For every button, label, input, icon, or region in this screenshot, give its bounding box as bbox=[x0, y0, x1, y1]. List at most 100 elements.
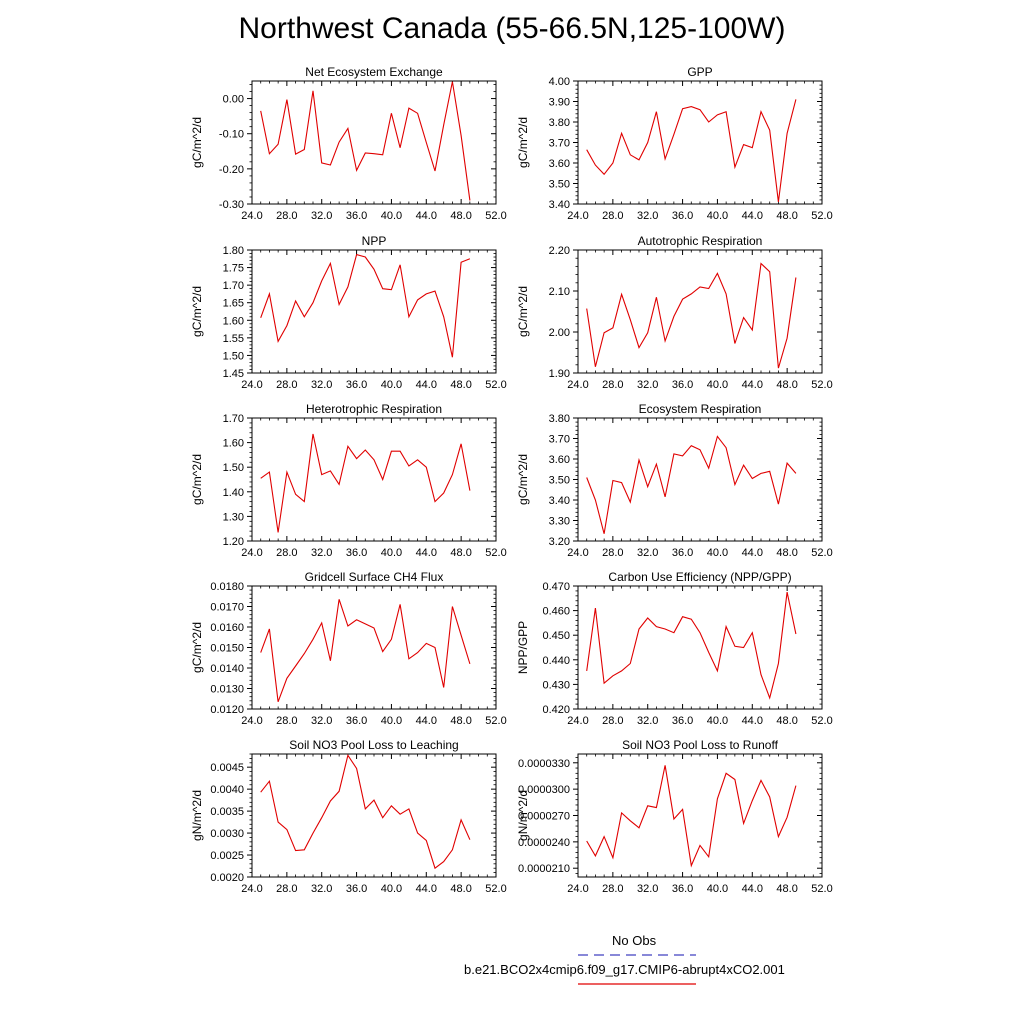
x-tick-label: 52.0 bbox=[811, 547, 832, 559]
y-tick-label: 0.0000210 bbox=[518, 863, 570, 875]
x-tick-label: 36.0 bbox=[672, 379, 693, 391]
x-tick-label: 40.0 bbox=[707, 715, 728, 727]
panel-title: Heterotrophic Respiration bbox=[306, 402, 442, 416]
panel-title: Net Ecosystem Exchange bbox=[305, 65, 443, 79]
y-axis-label: gC/m^2/d bbox=[190, 454, 204, 505]
y-tick-label: 1.20 bbox=[223, 536, 244, 548]
x-tick-label: 48.0 bbox=[776, 715, 797, 727]
y-tick-label: 3.70 bbox=[549, 138, 570, 150]
panel-title: GPP bbox=[687, 65, 712, 79]
y-tick-label: 0.470 bbox=[542, 581, 570, 593]
y-tick-label: 0.0160 bbox=[210, 622, 244, 634]
x-tick-label: 36.0 bbox=[346, 547, 367, 559]
chart-panel-8: Carbon Use Efficiency (NPP/GPP) NPP/GPP 24… bbox=[516, 570, 833, 727]
y-tick-label: 3.30 bbox=[549, 516, 570, 528]
x-tick-label: 52.0 bbox=[485, 883, 506, 895]
x-tick-label: 24.0 bbox=[241, 379, 262, 391]
series-line-1 bbox=[586, 435, 797, 534]
y-tick-label: 0.0130 bbox=[210, 684, 244, 696]
y-tick-label: 1.60 bbox=[223, 438, 244, 450]
plot-frame bbox=[251, 585, 497, 710]
panel-title: Gridcell Surface CH4 Flux bbox=[305, 570, 444, 584]
y-tick-label: 0.0170 bbox=[210, 602, 244, 614]
x-tick-label: 44.0 bbox=[742, 547, 763, 559]
x-tick-label: 44.0 bbox=[416, 883, 437, 895]
y-tick-label: 0.0000300 bbox=[518, 784, 570, 796]
y-tick-label: 0.0000330 bbox=[518, 758, 570, 770]
plot-frame bbox=[251, 753, 497, 878]
x-tick-label: 36.0 bbox=[672, 715, 693, 727]
x-tick-label: 48.0 bbox=[450, 379, 471, 391]
y-tick-label: 1.80 bbox=[223, 245, 244, 257]
chart-panel-2: GPP gC/m^2/d 24.0 28.0 32.0 36.0 40.0 44.0 48.0 5… bbox=[516, 65, 833, 222]
x-tick-label: 28.0 bbox=[602, 210, 623, 222]
y-tick-label: 1.40 bbox=[223, 487, 244, 499]
x-tick-label: 24.0 bbox=[567, 210, 588, 222]
x-tick-label: 52.0 bbox=[485, 379, 506, 391]
x-tick-label: 32.0 bbox=[311, 547, 332, 559]
plot-frame bbox=[577, 417, 823, 542]
y-tick-label: 1.70 bbox=[223, 280, 244, 292]
x-tick-label: 28.0 bbox=[276, 883, 297, 895]
x-tick-label: 28.0 bbox=[276, 547, 297, 559]
y-tick-label: -0.20 bbox=[219, 164, 244, 176]
y-tick-label: 0.0150 bbox=[210, 643, 244, 655]
y-tick-label: 3.40 bbox=[549, 495, 570, 507]
y-tick-label: 1.90 bbox=[549, 368, 570, 380]
x-tick-label: 40.0 bbox=[707, 883, 728, 895]
x-tick-label: 24.0 bbox=[241, 547, 262, 559]
x-tick-label: 48.0 bbox=[776, 210, 797, 222]
y-tick-label: 0.0120 bbox=[210, 704, 244, 716]
y-axis-label: gN/m^2/d bbox=[516, 790, 530, 841]
x-tick-label: 40.0 bbox=[707, 379, 728, 391]
y-tick-label: 3.70 bbox=[549, 434, 570, 446]
x-tick-label: 24.0 bbox=[241, 715, 262, 727]
plot-frame bbox=[577, 249, 823, 374]
plot-frame bbox=[251, 417, 497, 542]
x-tick-label: 32.0 bbox=[637, 210, 658, 222]
y-tick-label: 0.430 bbox=[542, 679, 570, 691]
panel-title: Soil NO3 Pool Loss to Leaching bbox=[289, 738, 458, 752]
x-tick-label: 44.0 bbox=[416, 715, 437, 727]
y-tick-label: 2.10 bbox=[549, 286, 570, 298]
x-tick-label: 52.0 bbox=[811, 883, 832, 895]
x-tick-label: 24.0 bbox=[567, 547, 588, 559]
y-tick-label: 3.40 bbox=[549, 199, 570, 211]
y-tick-label: 3.20 bbox=[549, 536, 570, 548]
panel-title: NPP bbox=[362, 234, 387, 248]
y-axis-label: NPP/GPP bbox=[516, 621, 530, 674]
chart-panel-10: Soil NO3 Pool Loss to Runoff gN/m^2/d 24.0… bbox=[516, 738, 833, 895]
x-tick-label: 36.0 bbox=[346, 715, 367, 727]
y-tick-label: 3.60 bbox=[549, 158, 570, 170]
y-tick-label: 3.50 bbox=[549, 475, 570, 487]
x-tick-label: 32.0 bbox=[637, 883, 658, 895]
x-tick-label: 28.0 bbox=[602, 547, 623, 559]
x-tick-label: 52.0 bbox=[485, 547, 506, 559]
y-tick-label: 0.0045 bbox=[210, 762, 244, 774]
x-tick-label: 48.0 bbox=[450, 210, 471, 222]
legend-label-model: b.e21.BCO2x4cmip6.f09_g17.CMIP6-abrupt4x… bbox=[464, 962, 785, 977]
x-tick-label: 40.0 bbox=[381, 883, 402, 895]
x-tick-label: 40.0 bbox=[707, 547, 728, 559]
x-tick-label: 28.0 bbox=[276, 379, 297, 391]
y-tick-label: 1.30 bbox=[223, 511, 244, 523]
x-tick-label: 32.0 bbox=[637, 379, 658, 391]
x-tick-label: 36.0 bbox=[672, 883, 693, 895]
x-tick-label: 44.0 bbox=[416, 210, 437, 222]
series-line-1 bbox=[260, 753, 471, 870]
y-tick-label: 1.65 bbox=[223, 298, 244, 310]
panel-title: Carbon Use Efficiency (NPP/GPP) bbox=[608, 570, 791, 584]
panel-title: Autotrophic Respiration bbox=[638, 234, 763, 248]
y-tick-label: 0.0140 bbox=[210, 663, 244, 675]
x-tick-label: 40.0 bbox=[381, 547, 402, 559]
x-tick-label: 28.0 bbox=[602, 883, 623, 895]
y-axis-label: gC/m^2/d bbox=[516, 454, 530, 505]
series-line-1 bbox=[260, 253, 471, 358]
y-tick-label: -0.10 bbox=[219, 129, 244, 141]
x-tick-label: 48.0 bbox=[450, 715, 471, 727]
x-tick-label: 48.0 bbox=[450, 883, 471, 895]
x-tick-label: 28.0 bbox=[602, 715, 623, 727]
series-line-1 bbox=[260, 81, 471, 201]
y-tick-label: 0.00 bbox=[223, 94, 244, 106]
x-tick-label: 32.0 bbox=[637, 715, 658, 727]
